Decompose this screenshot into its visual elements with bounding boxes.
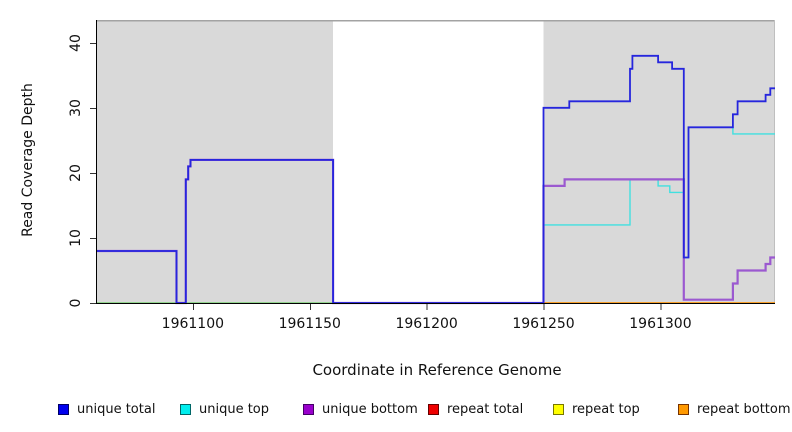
legend-swatch-icon bbox=[180, 403, 191, 415]
legend-swatch-icon bbox=[678, 403, 689, 415]
x-tick-label: 1961300 bbox=[629, 316, 692, 332]
shaded-region-left bbox=[97, 21, 334, 303]
y-tick-label: 40 bbox=[68, 33, 84, 52]
legend-item-unique-top: unique top bbox=[180, 399, 269, 419]
x-tick-label: 1961250 bbox=[512, 316, 575, 332]
legend-label: repeat total bbox=[447, 401, 524, 417]
x-tick-label: 1961100 bbox=[161, 316, 225, 332]
y-tick-label: 0 bbox=[68, 298, 84, 308]
x-tick-label: 1961150 bbox=[278, 316, 341, 332]
legend-item-unique-bottom: unique bottom bbox=[303, 399, 418, 419]
legend-label: repeat top bbox=[572, 401, 640, 417]
x-axis-title: Coordinate in Reference Genome bbox=[312, 361, 562, 379]
y-tick-label: 10 bbox=[68, 229, 84, 247]
legend-swatch-icon bbox=[428, 403, 439, 415]
legend: unique total unique top unique bottom repea… bbox=[0, 399, 792, 421]
unshaded-gap bbox=[333, 21, 544, 303]
shaded-region-right bbox=[543, 21, 775, 303]
y-tick-label: 30 bbox=[68, 98, 84, 117]
y-axis-title: Read Coverage Depth bbox=[20, 83, 36, 237]
legend-item-unique-total: unique total bbox=[58, 399, 155, 419]
legend-item-repeat-bottom: repeat bottom bbox=[678, 399, 791, 419]
legend-label: repeat bottom bbox=[697, 401, 791, 417]
legend-swatch-icon bbox=[553, 403, 564, 415]
legend-item-repeat-top: repeat top bbox=[553, 399, 640, 419]
legend-label: unique total bbox=[77, 401, 156, 417]
series-line-unique-total bbox=[97, 54, 775, 304]
legend-swatch-icon bbox=[303, 403, 314, 415]
legend-label: unique top bbox=[199, 401, 270, 417]
x-tick-label: 1961200 bbox=[395, 316, 458, 332]
legend-item-repeat-total: repeat total bbox=[428, 399, 523, 419]
legend-swatch-icon bbox=[58, 403, 69, 415]
y-tick-label: 20 bbox=[68, 163, 84, 182]
legend-label: unique bottom bbox=[322, 401, 418, 417]
